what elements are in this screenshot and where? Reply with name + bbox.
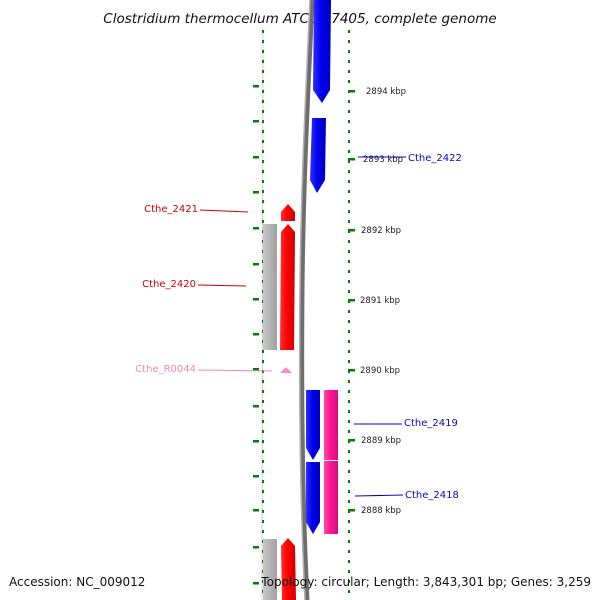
minor-tick xyxy=(253,582,259,585)
gene-label-cthe-2421[interactable]: Cthe_2421 xyxy=(144,204,198,215)
minor-tick xyxy=(253,405,259,408)
reverse-genes xyxy=(263,204,296,600)
gene-cthe-2419-block[interactable] xyxy=(306,390,320,460)
gene-leader-line xyxy=(197,284,247,287)
gene-cthe-2422-block[interactable] xyxy=(310,118,326,193)
tick-label: 2893 kbp xyxy=(363,155,403,165)
gene-cthe-2421-block[interactable] xyxy=(281,204,295,221)
rna-cthe-r0044-block[interactable] xyxy=(280,367,292,373)
gene-label-cthe-2419[interactable]: Cthe_2419 xyxy=(404,418,458,429)
pseudo-gene-block-lower[interactable] xyxy=(263,539,277,600)
minor-tick xyxy=(253,298,259,301)
genome-summary-text: Topology: circular; Length: 3,843,301 bp… xyxy=(260,575,591,589)
tick-label: 2889 kbp xyxy=(361,436,401,446)
minor-tick xyxy=(253,440,259,443)
major-tick xyxy=(348,90,355,93)
minor-tick xyxy=(253,333,259,336)
gene-cthe-2418-block[interactable] xyxy=(306,462,320,534)
major-tick xyxy=(348,229,355,232)
tick-label: 2888 kbp xyxy=(361,506,401,516)
minor-tick xyxy=(253,191,259,194)
major-tick xyxy=(348,158,355,161)
forward-genes xyxy=(306,0,338,534)
gene-label-cthe-2418[interactable]: Cthe_2418 xyxy=(405,490,459,501)
tick-label: 2894 kbp xyxy=(366,87,406,97)
pseudo-gene-block[interactable] xyxy=(263,224,277,350)
tick-label: 2891 kbp xyxy=(360,296,400,306)
tick-marks xyxy=(253,85,355,585)
rna-block-upper[interactable] xyxy=(324,390,338,460)
minor-tick xyxy=(253,85,259,88)
gene-label-cthe-2422[interactable]: Cthe_2422 xyxy=(408,153,462,164)
gene-cthe-2420-block[interactable] xyxy=(280,224,295,350)
major-tick xyxy=(348,439,355,442)
minor-tick xyxy=(253,227,259,230)
gene-lower-red-block[interactable] xyxy=(281,538,296,600)
map-title: Clostridium thermocellum ATCC 27405, com… xyxy=(103,11,496,27)
minor-tick xyxy=(253,475,259,478)
gene-leader-line xyxy=(199,209,249,213)
gene-leader-line xyxy=(197,369,273,372)
major-tick xyxy=(348,369,355,372)
gray-track-shade xyxy=(261,29,264,600)
minor-tick xyxy=(253,546,259,549)
gene-cthe-2423-block[interactable] xyxy=(313,0,331,103)
rna-block-lower[interactable] xyxy=(324,461,338,534)
minor-tick xyxy=(253,263,259,266)
tick-label: 2890 kbp xyxy=(360,366,400,376)
gene-label-cthe-r0044[interactable]: Cthe_R0044 xyxy=(135,364,196,375)
accession-text: Accession: NC_009012 xyxy=(9,575,145,589)
tick-label: 2892 kbp xyxy=(361,226,401,236)
minor-tick xyxy=(253,368,259,371)
gene-labels: Cthe_2422 Cthe_2421 Cthe_2420 Cthe_R0044 Cth… xyxy=(135,153,462,501)
major-tick xyxy=(348,299,355,302)
minor-tick xyxy=(253,509,259,512)
gene-leader-line xyxy=(354,494,404,497)
minor-tick xyxy=(253,156,259,159)
backbone xyxy=(298,0,315,600)
tick-labels: 2894 kbp 2893 kbp 2892 kbp 2891 kbp 2890 kbp… xyxy=(360,87,406,516)
minor-tick xyxy=(253,120,259,123)
major-tick xyxy=(348,509,355,512)
gene-label-cthe-2420[interactable]: Cthe_2420 xyxy=(142,279,196,290)
